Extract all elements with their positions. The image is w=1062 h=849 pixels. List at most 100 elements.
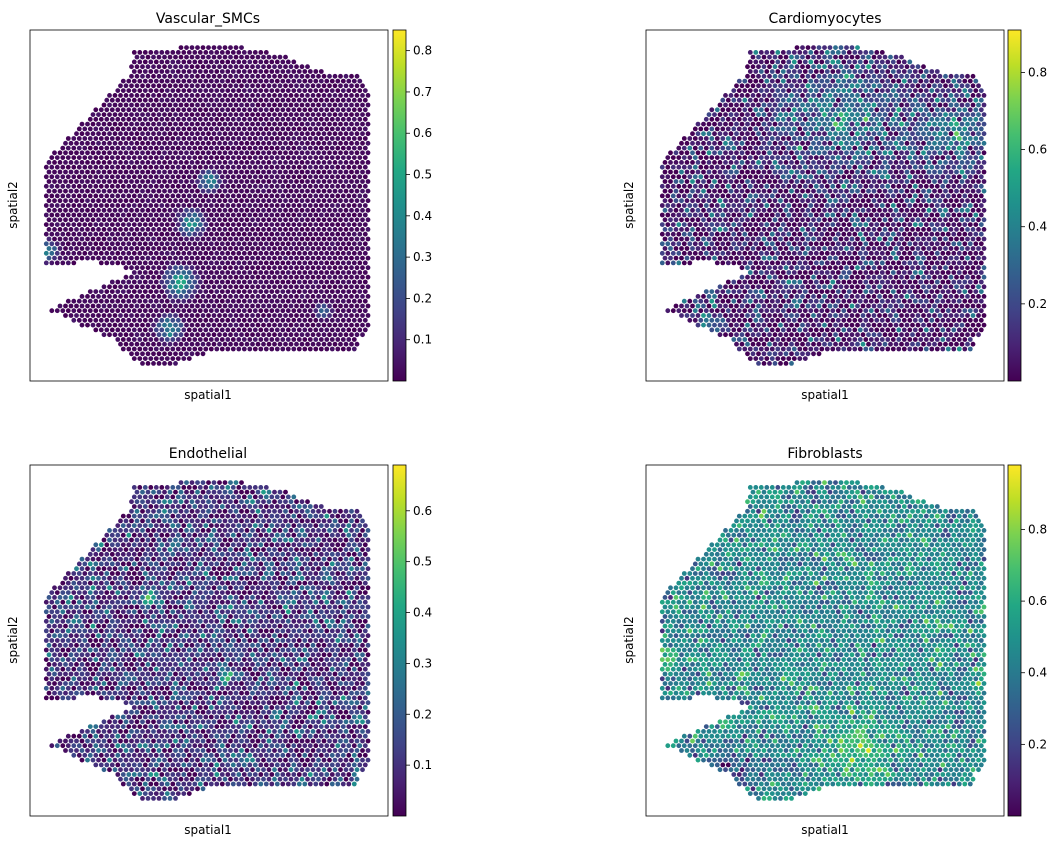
spot (107, 140, 112, 146)
spot (255, 121, 261, 127)
spot (98, 126, 104, 132)
spot (327, 265, 332, 271)
spot (679, 188, 684, 194)
spot (813, 164, 819, 170)
spot (346, 222, 352, 228)
spot (123, 160, 129, 165)
spot (816, 54, 822, 60)
spot (285, 136, 291, 141)
spot (96, 322, 101, 328)
spot (835, 174, 841, 180)
spot (98, 107, 104, 113)
spot (874, 50, 880, 55)
spot (962, 193, 968, 199)
spot (272, 274, 277, 280)
spot (346, 270, 352, 275)
spot (291, 88, 297, 93)
spot (272, 207, 277, 213)
spot (764, 107, 770, 113)
spot (151, 294, 156, 299)
spot (181, 78, 187, 84)
spot (808, 155, 814, 161)
spot (327, 236, 332, 242)
spot (943, 198, 948, 204)
spot (943, 150, 948, 156)
spot (866, 131, 871, 137)
spot (142, 59, 148, 65)
spot (186, 78, 192, 84)
spot (901, 59, 907, 65)
spot (890, 203, 896, 208)
spot (846, 59, 852, 65)
spot (104, 155, 110, 161)
spot (294, 284, 299, 290)
spot (318, 250, 324, 256)
spot (318, 136, 324, 141)
spot (233, 93, 239, 98)
spot (753, 136, 759, 141)
spot (852, 183, 858, 189)
spot (252, 260, 258, 266)
spot (208, 308, 214, 314)
spot (981, 131, 987, 137)
spot (742, 97, 748, 103)
spot (335, 289, 341, 294)
spot (305, 227, 310, 232)
spot (203, 203, 209, 208)
spot (296, 88, 302, 93)
spot (71, 203, 77, 208)
spot (283, 255, 288, 261)
spot (261, 93, 266, 98)
spot (104, 250, 110, 256)
spot (230, 97, 236, 103)
spot (324, 260, 330, 266)
spot (63, 169, 68, 175)
spot (822, 102, 827, 108)
spot (263, 193, 269, 199)
spot (915, 150, 921, 156)
spot (93, 183, 99, 189)
spot (134, 284, 140, 290)
spot (731, 174, 737, 180)
spot (175, 317, 181, 323)
spot (252, 289, 258, 294)
spot (340, 193, 346, 199)
spot (351, 78, 357, 84)
spot (302, 260, 308, 266)
spot (195, 265, 200, 271)
spot (893, 54, 899, 60)
spot (208, 145, 214, 151)
spot (118, 179, 123, 184)
spot (184, 332, 189, 338)
spot (767, 121, 772, 127)
spot (291, 260, 297, 266)
spot (720, 174, 726, 180)
spot (921, 121, 926, 127)
spot (244, 131, 250, 137)
spot (871, 140, 877, 146)
spot (305, 313, 310, 318)
spot (338, 131, 343, 137)
spot (280, 126, 286, 132)
spot (349, 274, 354, 280)
spot (863, 69, 869, 74)
spot (134, 313, 140, 318)
spot (673, 179, 679, 184)
spot (753, 59, 759, 65)
spot (129, 246, 134, 251)
spot (937, 131, 943, 137)
spot (860, 188, 866, 194)
spot (731, 155, 737, 161)
spot (167, 102, 173, 108)
spot (261, 313, 266, 318)
spot (159, 222, 165, 228)
spot (346, 337, 352, 342)
spot (214, 222, 220, 228)
spot (244, 294, 250, 299)
spot (291, 116, 297, 122)
spot (206, 274, 211, 280)
spot (725, 97, 731, 103)
spot (189, 150, 195, 156)
spot (112, 179, 118, 184)
spot (357, 116, 363, 122)
